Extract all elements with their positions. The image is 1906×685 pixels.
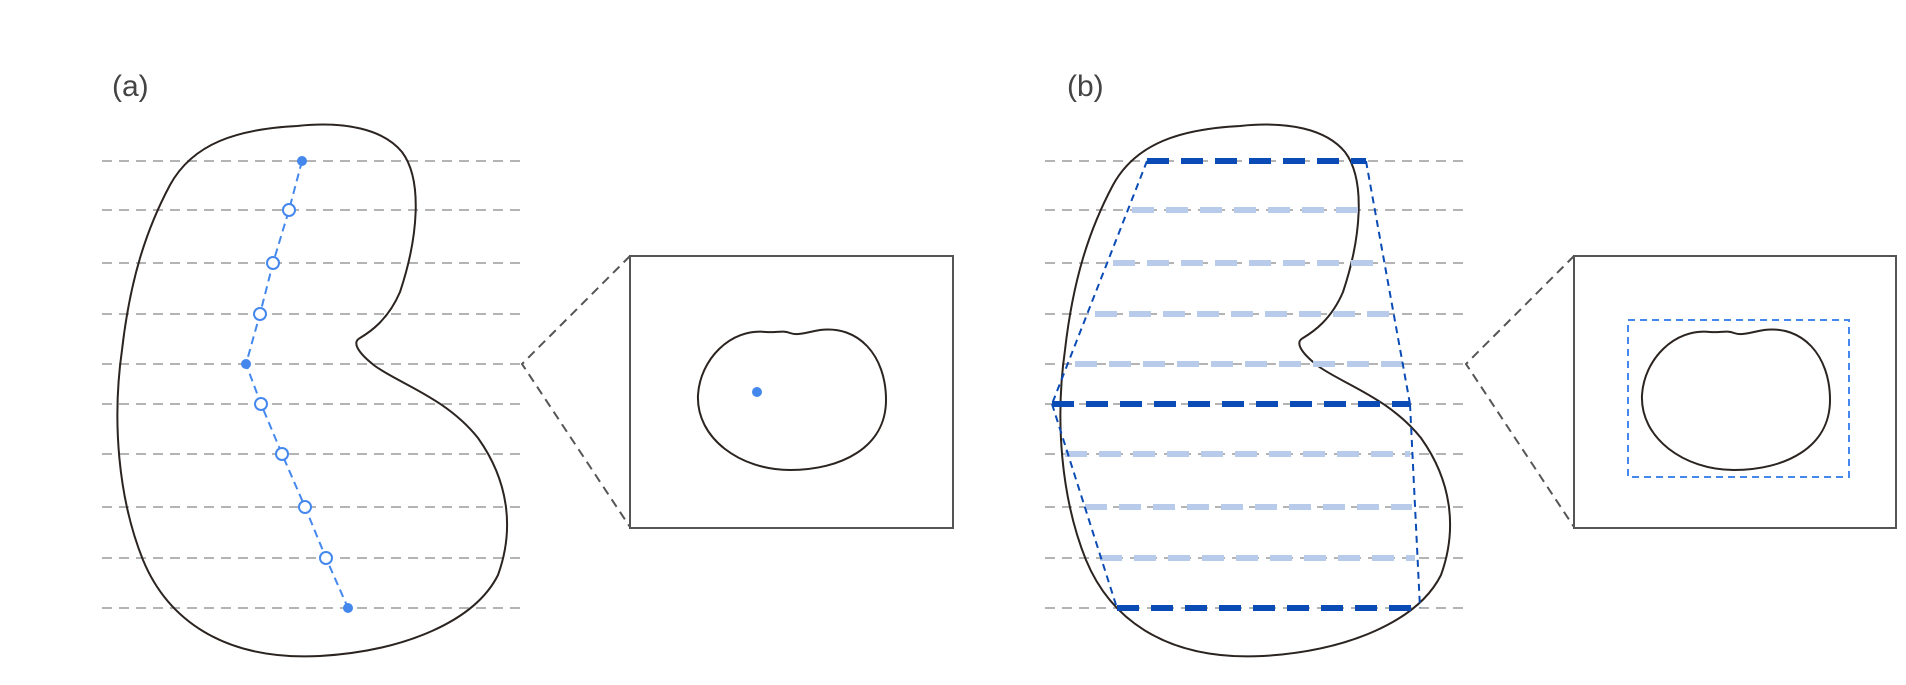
panel-a-scanlines bbox=[102, 160, 522, 609]
cross-section-bounding-box bbox=[1627, 319, 1850, 478]
panel-a-label: (a) bbox=[112, 70, 149, 103]
panel-b-label: (b) bbox=[1067, 70, 1104, 103]
panel-a: (a) bbox=[102, 70, 954, 658]
panel-b-cross-section-outline bbox=[1640, 328, 1832, 472]
panel-b-shape-outline bbox=[1059, 123, 1452, 658]
centerline-anchor-point bbox=[343, 603, 353, 613]
panel-b-cross-section-frame bbox=[1573, 255, 1897, 529]
centerline-sample-point bbox=[253, 307, 267, 321]
centerline-anchor-point bbox=[297, 156, 307, 166]
panel-a-cross-section-outline bbox=[696, 328, 888, 472]
panel-b-scanlines bbox=[1045, 160, 1465, 609]
centerline-sample-point bbox=[319, 551, 333, 565]
centerline-sample-point bbox=[266, 256, 280, 270]
hull-edge bbox=[1409, 403, 1421, 609]
hull-edge bbox=[1051, 160, 1148, 405]
hull-edge bbox=[1365, 160, 1411, 405]
panel-a-centerline bbox=[244, 160, 349, 609]
centerline-sample-point bbox=[282, 203, 296, 217]
panel-a-zoom-connector bbox=[520, 255, 631, 528]
centerline-sample-point bbox=[275, 447, 289, 461]
panel-b: (b) bbox=[1045, 70, 1897, 658]
centerline-sample-point bbox=[254, 397, 268, 411]
cross-section-center-point bbox=[752, 387, 762, 397]
centerline-sample-point bbox=[298, 500, 312, 514]
panel-a-cross-section-frame bbox=[629, 255, 954, 529]
panel-b-zoom-connector bbox=[1464, 255, 1575, 528]
centerline-anchor-point bbox=[241, 359, 251, 369]
panel-a-shape-outline bbox=[116, 123, 509, 658]
